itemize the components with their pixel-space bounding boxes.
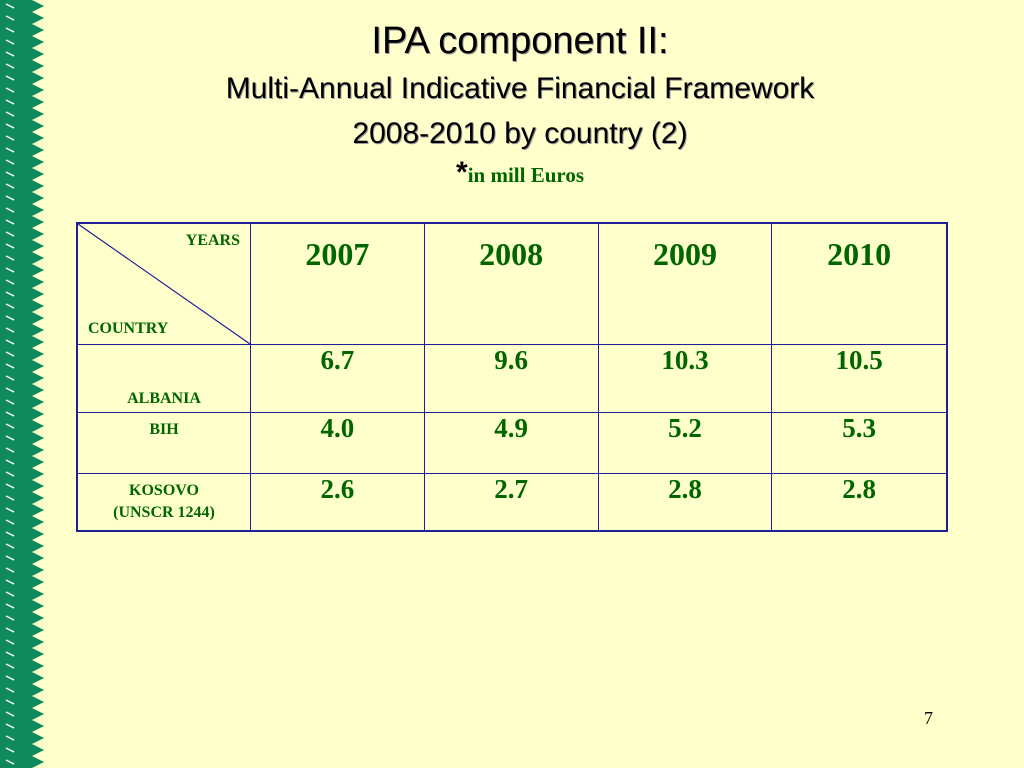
unit-label: in mill Euros: [467, 163, 584, 187]
financial-framework-table: YEARS COUNTRY 2007 2008 2009 2010 ALBANI…: [76, 222, 948, 532]
country-cell-albania: ALBANIA: [76, 343, 251, 413]
value-cell: 4.0: [250, 411, 425, 475]
table-row: ALBANIA 6.7 9.6 10.3 10.5: [76, 343, 948, 413]
corner-cell: YEARS COUNTRY: [76, 222, 251, 345]
year-header-2009: 2009: [597, 222, 773, 345]
slide-title: IPA component II: Multi-Annual Indicativ…: [60, 16, 980, 195]
unit-note: *in mill Euros: [60, 156, 980, 195]
corner-country-label: COUNTRY: [88, 319, 169, 337]
title-line-1: IPA component II:: [371, 20, 669, 62]
value-cell: 5.2: [597, 411, 773, 475]
year-header-2007: 2007: [250, 222, 425, 345]
value-cell: 9.6: [423, 343, 599, 413]
value-cell: 4.9: [423, 411, 599, 475]
page-number: 7: [924, 708, 933, 728]
asterisk: *: [456, 156, 468, 189]
value-cell: 2.8: [771, 473, 948, 532]
value-cell: 2.8: [597, 473, 773, 532]
value-cell: 10.3: [597, 343, 773, 413]
corner-diagonal: [78, 224, 250, 344]
table-row: BIH 4.0 4.9 5.2 5.3: [76, 411, 948, 475]
title-line-3: 2008-2010 by country (2): [352, 117, 688, 150]
year-header-2010: 2010: [771, 222, 948, 345]
decorative-side-band: [0, 0, 44, 768]
country-cell-bih: BIH: [76, 411, 251, 475]
value-cell: 2.6: [250, 473, 425, 532]
value-cell: 2.7: [423, 473, 599, 532]
country-cell-kosovo: KOSOVO (UNSCR 1244): [76, 473, 251, 532]
value-cell: 10.5: [771, 343, 948, 413]
table-header-row: YEARS COUNTRY 2007 2008 2009 2010: [76, 222, 948, 345]
corner-years-label: YEARS: [185, 232, 240, 249]
value-cell: 5.3: [771, 411, 948, 475]
country-name-line: (UNSCR 1244): [113, 504, 215, 522]
title-line-2: Multi-Annual Indicative Financial Framew…: [225, 72, 815, 105]
table-row: KOSOVO (UNSCR 1244) 2.6 2.7 2.8 2.8: [76, 473, 948, 532]
year-header-2008: 2008: [423, 222, 599, 345]
value-cell: 6.7: [250, 343, 425, 413]
country-name-line: KOSOVO: [129, 482, 199, 500]
